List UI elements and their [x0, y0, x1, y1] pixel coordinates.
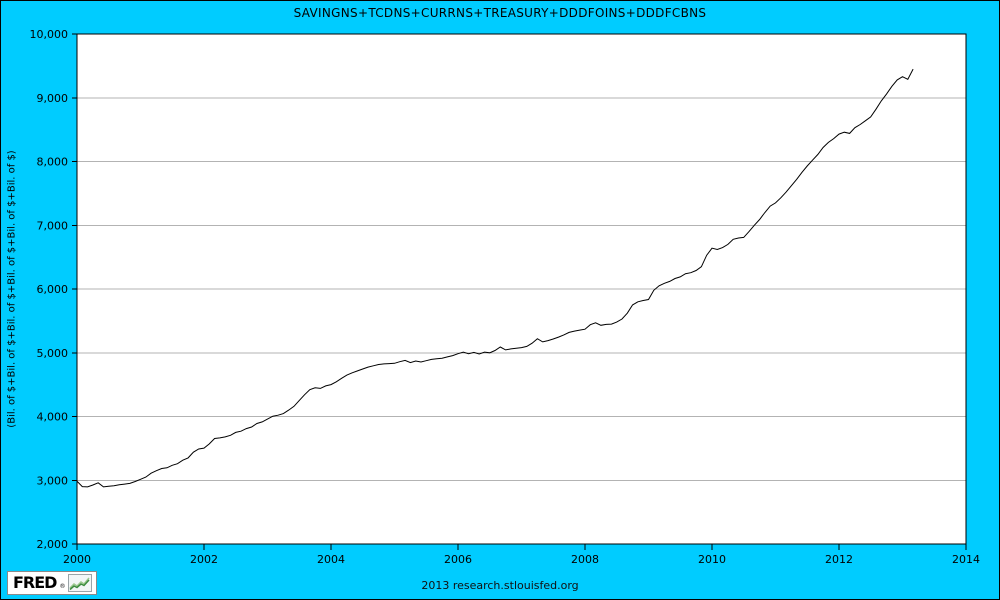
y-tick-label: 6,000 — [37, 283, 69, 296]
fred-logo-sparkline-icon — [68, 574, 93, 592]
fred-logo-wordmark: FRED — [13, 573, 57, 592]
data-line — [76, 68, 914, 488]
x-tick-label: 2008 — [571, 553, 599, 566]
y-tick-label: 10,000 — [30, 28, 69, 41]
x-tick-label: 2004 — [317, 553, 345, 566]
y-tick-label: 5,000 — [37, 347, 69, 360]
y-tick-label: 9,000 — [37, 92, 69, 105]
fred-logo: FRED ® — [7, 571, 98, 595]
chart-title: SAVINGNS+TCDNS+CURRNS+TREASURY+DDDFOINS+… — [293, 6, 707, 20]
x-tick-label: 2014 — [952, 553, 980, 566]
y-tick-label: 8,000 — [37, 156, 69, 169]
y-tick-label: 3,000 — [37, 474, 69, 487]
y-tick-label: 2,000 — [37, 538, 69, 551]
footer-source-text: 2013 research.stlouisfed.org — [421, 579, 579, 592]
x-tick-label: 2000 — [63, 553, 91, 566]
x-tick-label: 2010 — [698, 553, 726, 566]
fred-logo-registered-mark: ® — [59, 583, 66, 590]
y-tick-label: 7,000 — [37, 219, 69, 232]
x-tick-label: 2006 — [444, 553, 472, 566]
x-tick-label: 2012 — [825, 553, 853, 566]
x-tick-label: 2002 — [190, 553, 218, 566]
y-tick-label: 4,000 — [37, 411, 69, 424]
